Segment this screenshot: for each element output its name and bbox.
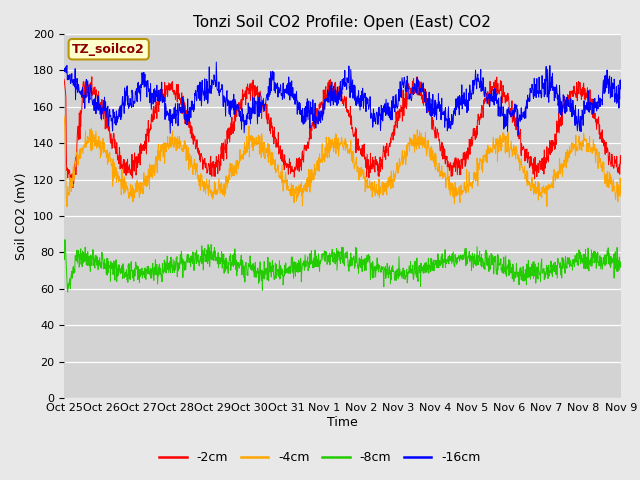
X-axis label: Time: Time [327, 416, 358, 429]
Legend: -2cm, -4cm, -8cm, -16cm: -2cm, -4cm, -8cm, -16cm [154, 446, 486, 469]
Y-axis label: Soil CO2 (mV): Soil CO2 (mV) [15, 172, 28, 260]
Text: TZ_soilco2: TZ_soilco2 [72, 43, 145, 56]
Title: Tonzi Soil CO2 Profile: Open (East) CO2: Tonzi Soil CO2 Profile: Open (East) CO2 [193, 15, 492, 30]
